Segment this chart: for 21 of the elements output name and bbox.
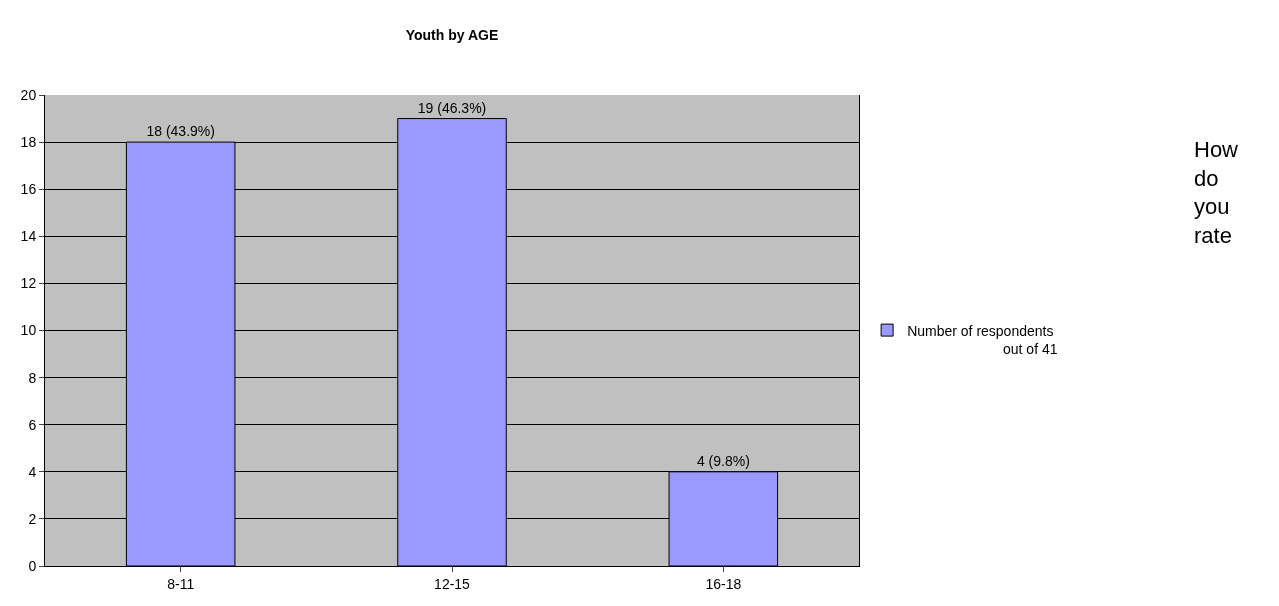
- chart-title: Youth by AGE: [405, 26, 499, 43]
- x-tick-label: 16-18: [705, 575, 742, 592]
- y-tick-label: 0: [28, 557, 37, 574]
- data-label: 18 (43.9%): [146, 123, 215, 140]
- y-tick-label: 16: [20, 181, 37, 198]
- data-label: 4 (9.8%): [696, 452, 750, 469]
- y-tick-label: 14: [20, 228, 37, 245]
- text: How do you rate: [1194, 137, 1239, 248]
- y-tick-label: 2: [28, 510, 37, 527]
- y-tick-label: 10: [20, 322, 37, 339]
- y-tick-label: 6: [28, 416, 37, 433]
- legend-label: Number of respondents: [907, 322, 1054, 339]
- data-label: 19 (46.3%): [417, 99, 487, 116]
- x-tick-label: 12-15: [434, 575, 471, 592]
- y-tick-label: 12: [20, 275, 37, 292]
- x-tick-label: 8-11: [167, 575, 195, 592]
- y-tick-label: 8: [28, 369, 37, 386]
- y-tick-label: 18: [20, 134, 37, 150]
- text: out of 41: [1003, 341, 1058, 357]
- y-tick-label: 20: [20, 86, 37, 103]
- y-tick-label: 4: [28, 463, 37, 480]
